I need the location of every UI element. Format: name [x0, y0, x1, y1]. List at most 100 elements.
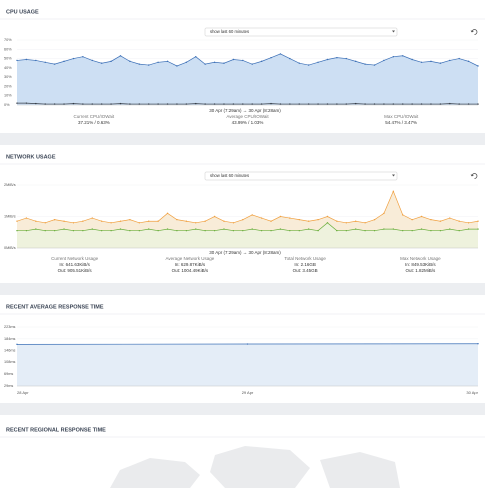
point	[467, 60, 470, 63]
point	[110, 60, 112, 63]
stat-value: 43.99% / 1.03%	[232, 120, 264, 125]
point	[467, 103, 470, 105]
point	[166, 212, 169, 215]
refresh-icon[interactable]	[470, 29, 478, 35]
point	[307, 228, 310, 230]
stat-value: 54.47% / 3.47%	[385, 120, 417, 125]
point	[25, 102, 28, 104]
point	[458, 229, 460, 232]
point	[251, 63, 253, 65]
point	[477, 228, 479, 230]
point	[317, 61, 319, 63]
stat-label: Max Network Usage	[400, 256, 441, 261]
point	[16, 102, 18, 104]
point	[25, 229, 28, 232]
point	[364, 63, 366, 65]
stat-value: In: 629.87KiB/s	[175, 262, 206, 267]
point	[289, 217, 291, 219]
y-tick-label: 184ms	[4, 337, 15, 341]
panel-title: CPU USAGE	[6, 9, 39, 15]
panel-title: RECENT AVERAGE RESPONSE TIME	[6, 304, 104, 310]
map-land	[320, 452, 400, 488]
point	[373, 218, 376, 221]
point	[354, 228, 357, 230]
point	[449, 102, 451, 105]
point	[364, 229, 366, 232]
point	[185, 61, 188, 63]
point	[336, 103, 338, 105]
stat-value: Out: 905.51KiB/s	[58, 268, 93, 273]
line	[16, 190, 479, 224]
point	[157, 61, 159, 63]
point	[345, 103, 347, 105]
point	[326, 215, 329, 218]
point	[63, 220, 65, 222]
point	[251, 214, 253, 216]
refresh-icon[interactable]	[470, 173, 478, 179]
point	[195, 228, 197, 230]
point	[185, 229, 188, 232]
point	[383, 212, 385, 215]
point	[345, 57, 347, 60]
point	[449, 217, 451, 219]
point	[439, 220, 442, 222]
point	[53, 229, 56, 232]
dropdown[interactable]	[204, 27, 398, 37]
stat-value: 37.21% / 0.63%	[78, 120, 110, 125]
point	[298, 62, 300, 64]
point	[373, 103, 376, 105]
point	[279, 53, 282, 55]
point	[25, 58, 28, 61]
point	[53, 103, 56, 105]
point	[82, 220, 84, 222]
point	[439, 62, 442, 64]
y-tick-label: 108ms	[4, 360, 15, 364]
point	[458, 57, 460, 60]
point	[91, 228, 93, 230]
point	[373, 229, 376, 232]
line	[16, 53, 479, 67]
point	[204, 220, 206, 222]
point	[260, 60, 263, 63]
point	[242, 59, 244, 62]
point	[166, 60, 169, 63]
point	[467, 228, 470, 230]
point	[477, 65, 479, 67]
point	[251, 103, 253, 105]
point	[63, 228, 65, 230]
point	[195, 56, 197, 58]
point	[82, 56, 84, 58]
point	[439, 229, 442, 232]
point	[44, 222, 46, 224]
point	[53, 218, 56, 221]
point	[270, 220, 272, 222]
point	[176, 65, 178, 67]
point	[166, 103, 169, 105]
point	[364, 222, 366, 224]
point	[449, 228, 451, 230]
point	[430, 103, 432, 105]
point	[35, 228, 37, 230]
point	[307, 103, 310, 105]
point	[326, 103, 329, 105]
point	[157, 103, 159, 105]
point	[176, 218, 178, 221]
point	[138, 103, 141, 105]
point	[223, 103, 225, 105]
point	[223, 220, 225, 222]
point	[354, 102, 357, 105]
point	[392, 103, 395, 105]
point	[100, 103, 103, 105]
map-land	[210, 446, 310, 488]
point	[345, 222, 347, 224]
point	[298, 103, 300, 105]
point	[110, 229, 112, 232]
point	[458, 220, 460, 222]
point	[148, 228, 150, 230]
point	[44, 103, 46, 105]
point	[166, 228, 169, 230]
point	[119, 55, 122, 57]
dropdown[interactable]	[204, 171, 398, 181]
